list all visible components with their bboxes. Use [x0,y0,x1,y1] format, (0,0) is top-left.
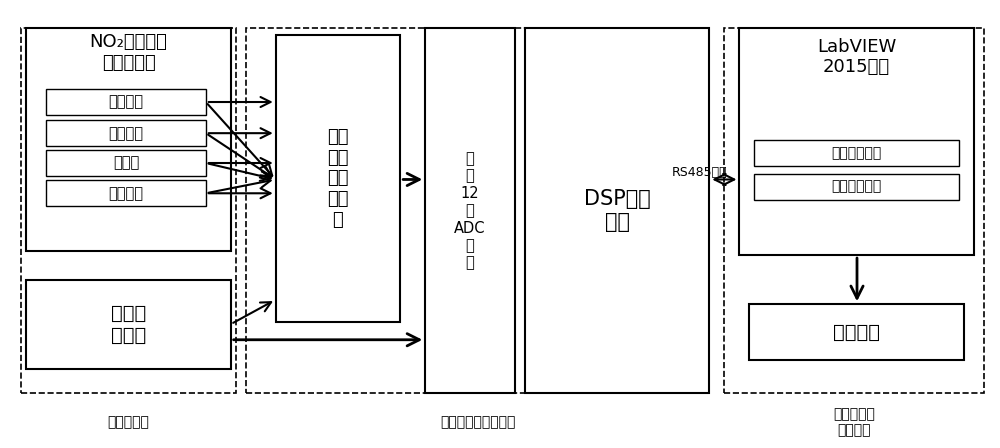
Bar [525,28,709,393]
Text: 辅助电极: 辅助电极 [109,126,144,141]
Text: 参考电极: 参考电极 [109,186,144,201]
Text: 数值显示控件: 数值显示控件 [831,146,882,160]
Text: 内
部
12
位
ADC
模
块: 内 部 12 位 ADC 模 块 [454,151,486,270]
Bar [26,280,231,369]
Bar [46,150,206,176]
Text: NO₂四电极电
化学传感器: NO₂四电极电 化学传感器 [90,33,167,72]
Bar [46,120,206,146]
Text: 数据采集与处理模块: 数据采集与处理模块 [440,415,515,429]
Bar [246,28,709,393]
Bar [46,181,206,206]
Text: 低噪
声信
号调
理电
路: 低噪 声信 号调 理电 路 [327,128,349,229]
Bar [425,28,515,393]
Text: 工作电极: 工作电极 [109,95,144,109]
Bar [724,28,984,393]
Bar [754,140,959,166]
Bar [26,28,231,251]
Text: 传感器模块: 传感器模块 [108,415,149,429]
Text: DSP主控
单元: DSP主控 单元 [584,189,651,232]
Text: 温湿度
传感器: 温湿度 传感器 [111,304,146,345]
Text: 对电极: 对电极 [113,155,139,171]
Text: 声光报警: 声光报警 [833,323,880,341]
Bar [749,304,964,360]
Bar [21,28,236,393]
Text: RS485串口: RS485串口 [672,167,727,180]
Text: LabVIEW
2015平台: LabVIEW 2015平台 [817,38,896,77]
Bar [739,28,974,255]
Text: 人机交互可
视化模块: 人机交互可 视化模块 [833,407,875,437]
Bar [276,35,400,322]
Bar [46,89,206,115]
Text: 波形显示控件: 波形显示控件 [831,180,882,194]
Bar [754,174,959,199]
